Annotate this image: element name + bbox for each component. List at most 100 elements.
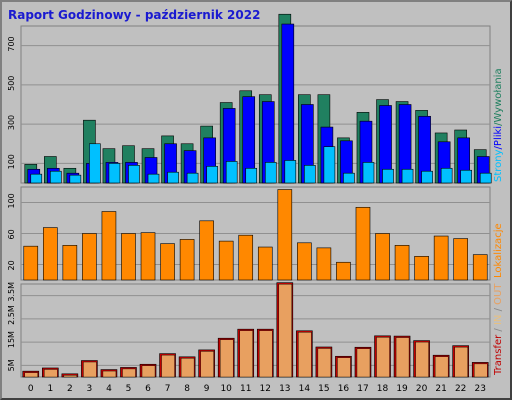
x-tick-label: 6 [145,384,151,394]
y-tick-label: 5M [7,359,16,371]
bar-lokalizacje [140,232,156,281]
y-tick-label: 2.5M [7,305,16,325]
bar-out [474,363,488,378]
bar-strony [382,168,394,184]
legend-sep-3: / [493,325,504,335]
bar-lokalizacje [453,238,468,281]
bar-strony [264,162,277,184]
bar-out [83,361,97,378]
bar-lokalizacje [336,261,351,281]
bar-strony [343,172,355,184]
y-tick-label: 20 [7,260,16,270]
legend-strony: Strony [493,149,504,182]
bar-strony [108,163,121,184]
bar-out [259,330,273,378]
bar-out [180,358,195,378]
bar-lokalizacje [199,220,214,281]
bar-lokalizacje [23,245,39,281]
y-tick-label: 100 [7,154,16,169]
bar-strony [147,173,160,184]
bar-lokalizacje [238,234,254,281]
bar-out [356,348,371,378]
bar-lokalizacje [43,227,58,281]
bar-lokalizacje [297,242,312,281]
x-tick-label: 0 [28,384,34,394]
x-tick-label: 7 [165,384,171,394]
bar-out [239,330,253,378]
y-tick-label: 700 [7,36,16,51]
x-tick-label: 5 [126,384,132,394]
chart-title: Raport Godzinowy - październik 2022 [8,8,260,22]
bar-lokalizacje [218,240,234,281]
bar-lokalizacje [82,233,97,281]
x-tick-labels: 0 1 2 3 4 5 6 7 8 9 10 11 12 13 14 15 16 17 18 19 20 21 22 23 [28,384,486,394]
y-tick-labels: 100 300 500 700 20 60 100 5M 15M 2.5M 3.5M [7,36,16,371]
bar-strony [479,172,492,184]
legend-sep-2: / [493,122,504,126]
y-tick-label: 15M [7,331,16,348]
x-tick-label: 17 [357,384,368,394]
bar-lokalizacje [394,245,410,281]
y-tick-label: 3.5M [7,282,16,302]
bar-lokalizacje [179,239,195,281]
x-tick-label: 21 [435,384,446,394]
bar-lokalizacje [433,235,449,281]
bar-strony [421,170,433,184]
bar-strony [362,162,375,184]
x-tick-label: 22 [455,384,466,394]
bar-out [44,369,58,378]
bar-lokalizacje [257,246,273,281]
bar-strony [245,167,258,184]
legend-top: Strony/Pliki/Wywołania [493,68,504,182]
bar-strony [225,161,238,184]
bar-strony [186,172,199,184]
y-tick-label: 500 [7,76,16,91]
bar-strony [440,167,453,184]
bar-lokalizacje [62,245,78,281]
middle-bars [23,189,488,281]
panel-bottom [20,283,491,378]
x-tick-label: 20 [416,384,428,394]
bar-lokalizacje [375,233,390,281]
bottom-bars [22,282,489,378]
bar-lokalizacje [472,254,488,281]
legend-wywolania: Wywołania [493,68,504,122]
bar-strony [50,170,62,184]
bar-out [200,351,214,378]
bar-strony [284,160,297,184]
bar-strony [89,143,101,184]
bar-out [161,354,175,378]
bar-strony [460,169,472,184]
bar-lokalizacje [316,247,332,281]
x-tick-label: 15 [318,384,329,394]
x-tick-label: 2 [67,384,73,394]
bar-strony [167,171,179,184]
x-tick-label: 11 [240,384,251,394]
x-tick-label: 10 [220,384,232,394]
bar-lokalizacje [160,243,175,281]
bar-out [298,332,312,378]
bar-strony [323,146,336,184]
bar-out [376,337,390,378]
x-tick-label: 18 [377,384,389,394]
bar-strony [304,165,316,184]
legend-in: IN [493,315,504,325]
bar-lokalizacje [277,189,293,281]
bar-out [141,365,156,378]
x-tick-label: 12 [260,384,271,394]
top-bars [24,13,492,184]
bar-strony [401,168,414,184]
bar-out [63,375,78,378]
bar-out [102,370,117,378]
bar-strony [30,173,43,184]
bar-out [122,368,136,378]
y-tick-label: 300 [7,115,16,130]
x-tick-label: 16 [338,384,350,394]
x-tick-label: 13 [279,384,290,394]
x-tick-label: 14 [299,384,311,394]
x-tick-label: 23 [475,384,486,394]
bar-lokalizacje [414,256,429,281]
legend-out: OUT [493,283,504,305]
bar-out [415,341,429,378]
